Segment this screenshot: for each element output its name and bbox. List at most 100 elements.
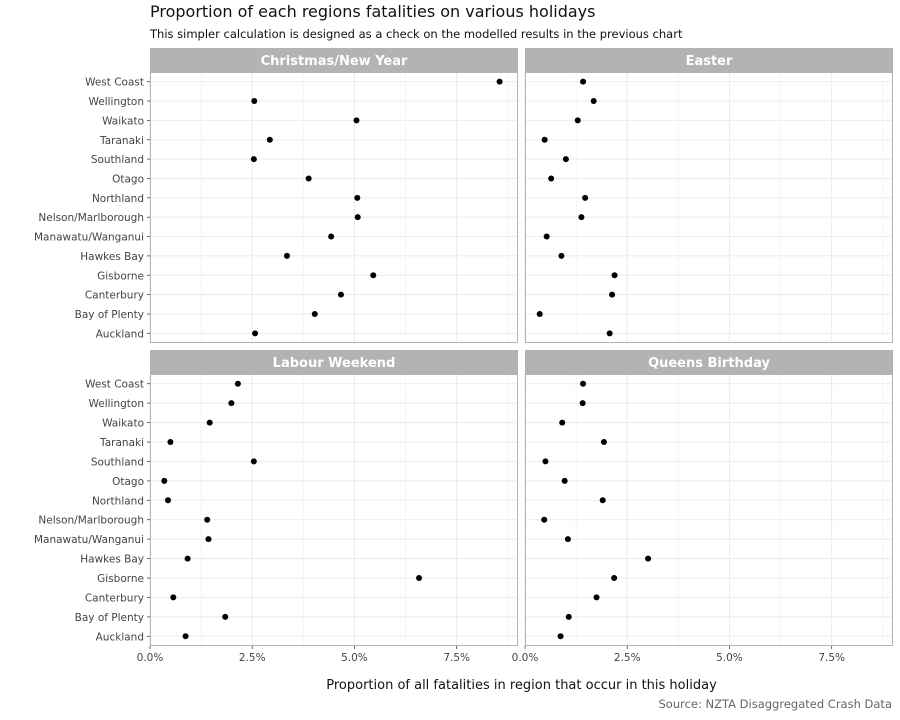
data-point-waikato — [559, 419, 566, 426]
data-point-otago — [561, 477, 568, 484]
y-tick-label: Northland — [92, 193, 144, 205]
data-point-gisborne — [416, 575, 423, 581]
panel-border — [525, 72, 893, 343]
data-point-manawatu-wanganui — [205, 536, 212, 543]
data-point-canterbury — [337, 291, 344, 298]
y-tick-label: Bay of Plenty — [75, 309, 144, 321]
data-point-hawkes-bay — [184, 555, 191, 562]
data-point-gisborne — [611, 272, 618, 279]
data-point-northland — [582, 194, 589, 201]
y-tick-label: Northland — [92, 495, 144, 507]
data-point-bay-of-plenty — [311, 310, 318, 317]
data-point-auckland — [606, 330, 613, 337]
panel-border — [150, 374, 518, 646]
y-tick-label: Auckland — [96, 631, 144, 643]
y-tick-label: Auckland — [96, 328, 144, 340]
data-point-hawkes-bay — [558, 252, 565, 259]
y-tick-label: Taranaki — [99, 135, 144, 147]
data-point-bay-of-plenty — [222, 613, 229, 620]
data-point-nelson-marlborough — [541, 516, 548, 523]
y-tick-label: Bay of Plenty — [75, 612, 144, 624]
x-tick-label: 2.5% — [239, 652, 266, 664]
y-tick-label: Hawkes Bay — [80, 554, 144, 566]
x-tick-label: 2.5% — [614, 652, 641, 664]
chart-subtitle: This simpler calculation is designed as … — [150, 27, 683, 41]
y-tick-label: Otago — [112, 476, 144, 488]
data-point-wellington — [590, 98, 597, 105]
y-tick-label: Wellington — [89, 398, 145, 410]
data-point-otago — [305, 175, 312, 182]
data-point-wellington — [251, 98, 258, 105]
x-tick-label: 0.0% — [512, 652, 539, 664]
data-point-west-coast — [496, 78, 503, 85]
x-tick-label: 5.0% — [341, 652, 368, 664]
x-tick-label: 7.5% — [443, 652, 470, 664]
data-point-southland — [562, 156, 569, 163]
y-tick-label: Manawatu/Wanganui — [34, 534, 144, 546]
data-point-nelson-marlborough — [578, 214, 585, 221]
y-tick-label: Otago — [112, 173, 144, 185]
data-point-wellington — [579, 400, 586, 407]
y-tick-label: Canterbury — [85, 290, 144, 302]
data-point-hawkes-bay — [645, 555, 652, 562]
data-point-waikato — [353, 117, 360, 124]
data-point-taranaki — [600, 439, 607, 445]
facet-panel-queens-birthday: Queens Birthday 0.0% 2.5% 5.0% 7.5% — [512, 350, 893, 664]
y-tick-label: Canterbury — [85, 592, 144, 604]
data-point-waikato — [574, 117, 581, 124]
panel-background — [525, 374, 893, 646]
facet-strip — [150, 350, 518, 374]
facet-panel-christmas-new-year: Christmas/New Year West Coast Wellington Wa… — [34, 48, 518, 343]
facet-strip-label: Christmas/New Year — [261, 54, 408, 69]
y-tick-label: Nelson/Marlborough — [38, 515, 144, 527]
x-axis-label: Proportion of all fatalities in region t… — [326, 678, 717, 693]
panel-background — [150, 72, 518, 343]
facet-panel-labour-weekend: Labour Weekend West Coast Wellington Waikat… — [34, 350, 518, 664]
data-point-taranaki — [541, 136, 548, 143]
data-point-manawatu-wanganui — [328, 233, 335, 240]
y-tick-label: West Coast — [85, 77, 144, 89]
data-point-auckland — [252, 330, 259, 337]
panel-border — [150, 72, 518, 343]
panel-background — [150, 374, 518, 646]
data-point-manawatu-wanganui — [543, 233, 550, 240]
y-tick-label: Southland — [91, 154, 144, 166]
y-tick-label: Taranaki — [99, 437, 144, 449]
facet-strip-label: Labour Weekend — [273, 356, 396, 371]
y-tick-label: Manawatu/Wanganui — [34, 232, 144, 244]
y-tick-label: Hawkes Bay — [80, 251, 144, 263]
y-tick-label: Waikato — [102, 418, 144, 430]
data-point-canterbury — [609, 291, 616, 298]
data-point-northland — [599, 497, 606, 504]
data-point-bay-of-plenty — [536, 310, 543, 317]
data-point-otago — [161, 477, 168, 484]
data-point-bay-of-plenty — [565, 613, 572, 620]
chart-title: Proportion of each regions fatalities on… — [150, 2, 596, 21]
data-point-west-coast — [580, 78, 587, 85]
y-tick-label: West Coast — [85, 379, 144, 391]
facet-strip-label: Easter — [686, 54, 733, 69]
facet-strip — [525, 48, 893, 72]
data-point-gisborne — [611, 575, 618, 581]
x-tick-label: 7.5% — [818, 652, 845, 664]
panel-background — [525, 72, 893, 343]
y-tick-label: Gisborne — [97, 573, 144, 585]
data-point-southland — [542, 458, 549, 465]
y-tick-label: Waikato — [102, 115, 144, 127]
x-tick-label: 0.0% — [137, 652, 164, 664]
facet-strip-label: Queens Birthday — [648, 356, 770, 371]
data-point-northland — [354, 194, 361, 201]
data-point-auckland — [557, 633, 564, 640]
data-point-gisborne — [370, 272, 377, 279]
facet-panel-easter: Easter — [524, 48, 893, 343]
facet-strip — [525, 350, 893, 374]
data-point-nelson-marlborough — [204, 516, 211, 523]
data-point-otago — [548, 175, 555, 182]
data-point-taranaki — [167, 439, 174, 445]
data-point-waikato — [206, 419, 213, 426]
data-point-nelson-marlborough — [354, 214, 361, 221]
data-point-west-coast — [580, 380, 587, 387]
y-tick-label: Nelson/Marlborough — [38, 212, 144, 224]
source-caption: Source: NZTA Disaggregated Crash Data — [658, 697, 893, 711]
panel-border — [525, 374, 893, 646]
